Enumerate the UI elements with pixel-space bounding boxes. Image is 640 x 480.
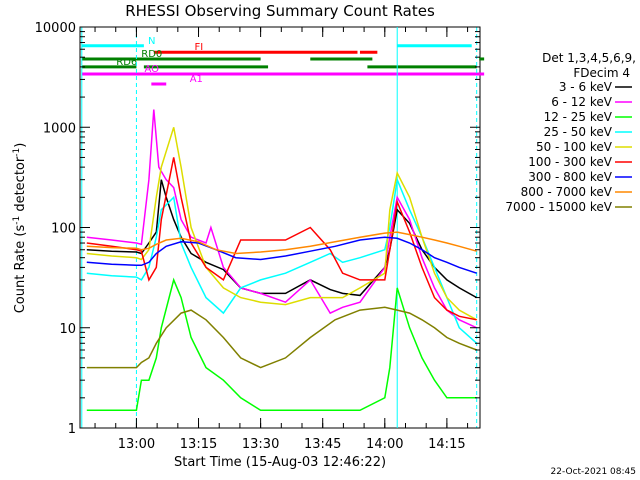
- series-line-4: [86, 127, 478, 321]
- legend-label-7: 800 - 7000 keV: [521, 185, 613, 199]
- series-line-6: [86, 236, 477, 274]
- x-axis-label: Start Time (15-Aug-03 12:46:22): [174, 455, 386, 470]
- legend-label-4: 50 - 100 keV: [536, 140, 613, 154]
- data-series: [86, 109, 478, 412]
- legend-label-1: 6 - 12 keV: [551, 95, 613, 109]
- legend-label-8: 7000 - 15000 keV: [505, 200, 612, 214]
- legend-label-5: 100 - 300 keV: [528, 155, 612, 169]
- legend-label-3: 25 - 50 keV: [544, 125, 613, 139]
- flag-label-fi: FI: [194, 42, 203, 53]
- x-tick-label-0: 13:00: [118, 437, 155, 452]
- flag-label-ao: AO: [145, 64, 160, 75]
- x-tick-label-3: 13:45: [304, 437, 341, 452]
- flag-label-n: N: [148, 36, 155, 47]
- legend-label-0: 3 - 6 keV: [559, 80, 613, 94]
- flag-label-rd0: RD0: [141, 49, 162, 60]
- flag-label-a1: A1: [190, 74, 203, 85]
- y-tick-label-0: 1: [68, 422, 76, 437]
- series-line-2: [86, 277, 477, 412]
- x-tick-label-5: 14:15: [428, 437, 465, 452]
- flag-label-rd6: RD6: [116, 57, 137, 68]
- x-tick-label-4: 14:00: [366, 437, 403, 452]
- series-line-1: [86, 109, 478, 329]
- y-tick-label-4: 10000: [35, 21, 76, 36]
- plot-frame: [79, 26, 481, 429]
- x-tick-label-1: 13:15: [180, 437, 217, 452]
- y-tick-label-3: 1000: [43, 121, 76, 136]
- legend-header-fdecim: FDecim 4: [573, 66, 630, 80]
- flag-bars: N FI RD0 RD6 AO A1: [81, 36, 485, 86]
- y-tick-label-2: 100: [51, 222, 76, 237]
- series-line-7: [86, 231, 477, 255]
- series-line-8: [86, 306, 477, 369]
- x-tick-label-2: 13:30: [242, 437, 279, 452]
- series-line-5: [86, 157, 477, 321]
- legend-header-detectors: Det 1,3,4,5,6,9,: [542, 51, 636, 65]
- series-line-3: [86, 176, 478, 344]
- legend-label-2: 12 - 25 keV: [544, 110, 613, 124]
- footer-timestamp: 22-Oct-2021 08:45: [551, 467, 636, 477]
- legend-label-6: 300 - 800 keV: [528, 170, 612, 184]
- chart-title: RHESSI Observing Summary Count Rates: [125, 2, 435, 20]
- axes: 1 10 100 1000 10000 13:00 13:15 13:30 13:45 14:00…: [35, 21, 480, 452]
- series-line-0: [86, 179, 478, 299]
- y-axis-label: Count Rate (s-1 detector-1): [12, 143, 28, 314]
- y-tick-label-1: 10: [59, 322, 76, 337]
